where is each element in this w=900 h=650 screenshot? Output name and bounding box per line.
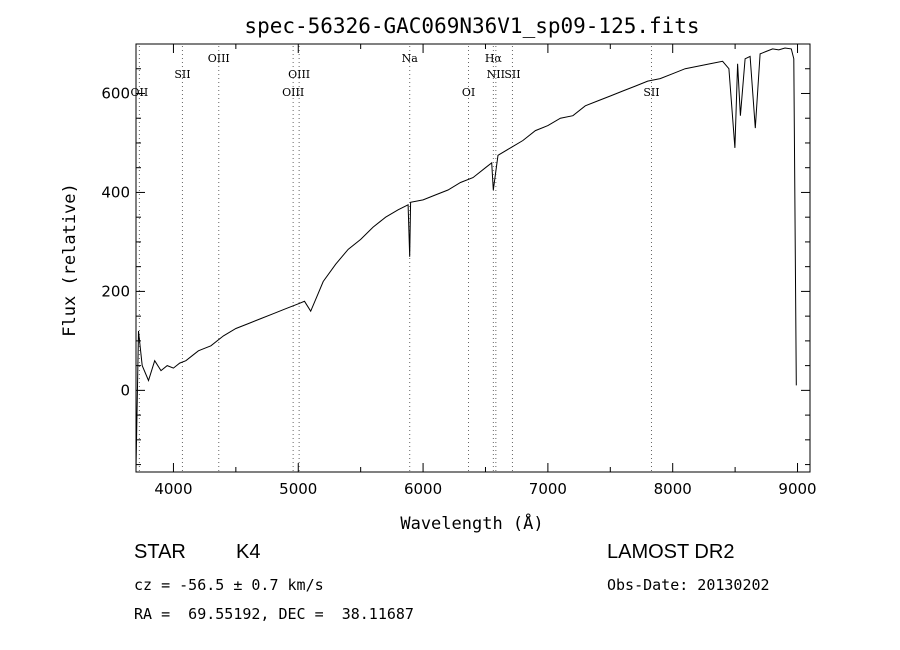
- class-label: STAR: [134, 541, 186, 563]
- chart-title: spec-56326-GAC069N36V1_sp09-125.fits: [244, 14, 699, 38]
- marker-label-7: Hα: [485, 52, 503, 65]
- marker-label-4: OIII: [288, 68, 310, 81]
- x-tick-label: 7000: [529, 480, 567, 498]
- spectrum-line: [135, 47, 797, 470]
- y-tick-label: 0: [120, 381, 130, 399]
- redshift-readout: cz = -56.5 ± 0.7 km/s: [134, 576, 324, 594]
- marker-label-1: SII: [174, 68, 190, 81]
- marker-label-2: OIII: [208, 52, 230, 65]
- y-axis-label: Flux (relative): [60, 183, 80, 337]
- x-tick-label: 8000: [654, 480, 692, 498]
- x-tick-label: 4000: [154, 480, 192, 498]
- marker-label-3: OIII: [282, 86, 304, 99]
- axis-ticks: 4000 5000 6000 7000 8000 9000 0 200 400 600: [101, 43, 817, 498]
- marker-label-8: NII: [487, 68, 505, 81]
- y-tick-label: 600: [101, 84, 130, 102]
- marker-label-5: Na: [402, 52, 419, 65]
- marker-label-6: OI: [462, 86, 475, 99]
- marker-label-9: SII: [504, 68, 520, 81]
- x-tick-label: 9000: [778, 480, 816, 498]
- x-tick-label: 5000: [279, 480, 317, 498]
- x-tick-label: 6000: [404, 480, 442, 498]
- marker-label-10: SII: [643, 86, 659, 99]
- x-axis-label: Wavelength (Å): [400, 512, 543, 534]
- coords-readout: RA = 69.55192, DEC = 38.11687: [134, 605, 414, 623]
- marker-label-0: OII: [131, 86, 149, 99]
- survey-label: LAMOST DR2: [607, 541, 735, 563]
- plot-frame: [135, 43, 811, 473]
- y-tick-label: 400: [101, 183, 130, 201]
- y-tick-label: 200: [101, 282, 130, 300]
- subclass-label: K4: [236, 541, 261, 563]
- obs-date: Obs-Date: 20130202: [607, 576, 770, 594]
